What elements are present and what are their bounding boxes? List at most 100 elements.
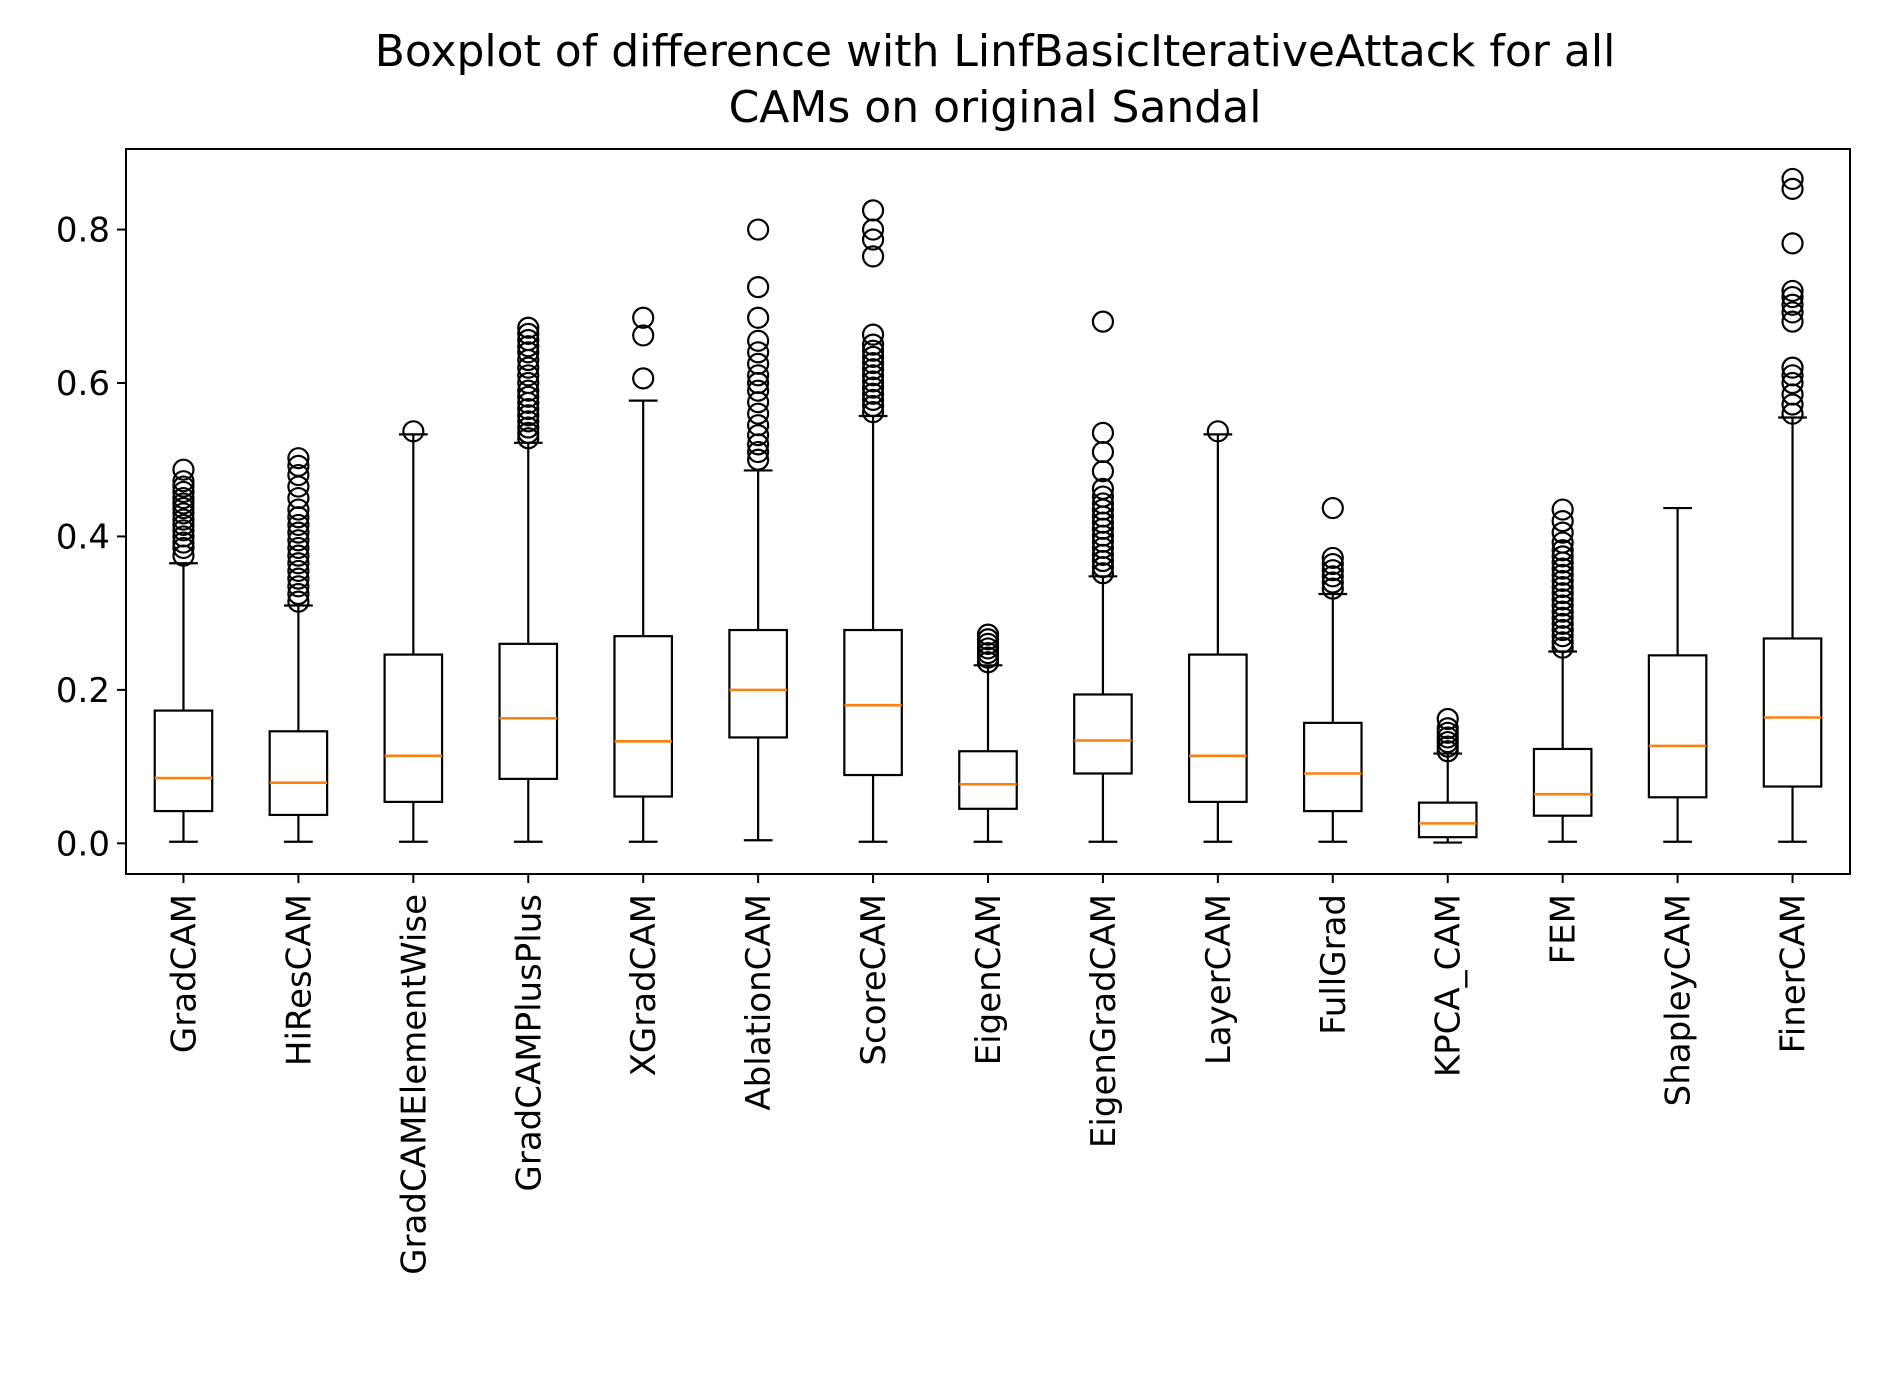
outlier-point — [1551, 531, 1574, 554]
y-axis: 0.0 0.2 0.4 0.6 0.8 — [56, 211, 126, 864]
x-axis: GradCAM HiResCAM GradCAMElementWise GradCAM… — [164, 874, 1814, 1275]
outlier-point — [1551, 569, 1574, 593]
outlier-point — [1551, 612, 1574, 635]
iqr-box — [613, 635, 674, 798]
outlier-point — [517, 356, 540, 379]
box-group-FullGrad — [1302, 496, 1363, 843]
outlier-point — [1781, 167, 1804, 191]
outlier-point — [517, 416, 540, 439]
x-tick-label: EigenGradCAM — [1084, 894, 1124, 1148]
y-tick-label: 0.2 — [56, 671, 110, 711]
outlier-point — [1551, 545, 1574, 568]
box-group-ShapleyCAM — [1647, 506, 1708, 843]
outlier-point — [1551, 588, 1574, 611]
outlier-point — [287, 513, 310, 537]
outlier-point — [747, 448, 770, 471]
outlier-point — [861, 323, 885, 346]
outlier-point — [1206, 420, 1229, 443]
outlier-point — [1091, 477, 1115, 500]
outlier-point — [287, 590, 310, 613]
outlier-point — [287, 475, 310, 498]
outlier-point — [287, 567, 310, 590]
outlier-point — [747, 402, 770, 425]
outlier-point — [1436, 717, 1459, 740]
box-group-EigenGradCAM — [1073, 310, 1133, 843]
outlier-point — [1551, 594, 1574, 617]
outlier-point — [402, 420, 425, 443]
outlier-point — [287, 544, 310, 567]
outlier-point — [1091, 421, 1115, 444]
x-tick-label: ShapleyCAM — [1659, 894, 1699, 1106]
outlier-point — [861, 228, 885, 251]
outlier-point — [747, 341, 770, 364]
box-group-FinerCAM — [1762, 167, 1823, 843]
outlier-point — [287, 536, 310, 560]
outlier-point — [287, 529, 310, 552]
outlier-point — [287, 463, 310, 487]
outlier-point — [1091, 310, 1115, 333]
outlier-point — [976, 623, 1000, 646]
outlier-point — [747, 364, 770, 387]
outlier-point — [1781, 364, 1804, 387]
outlier-point — [517, 341, 540, 364]
outlier-point — [861, 351, 885, 375]
outlier-point — [861, 382, 885, 405]
iqr-box — [728, 628, 788, 739]
outlier-point — [172, 508, 195, 531]
x-tick-label: FinerCAM — [1774, 894, 1814, 1053]
x-tick-label: FullGrad — [1314, 894, 1354, 1035]
outlier-point — [632, 306, 655, 329]
outlier-point — [861, 394, 885, 418]
outlier-point — [1551, 575, 1574, 599]
outlier-point — [747, 218, 770, 241]
outlier-point — [861, 333, 885, 356]
outlier-point — [1321, 496, 1344, 520]
outlier-point — [172, 513, 195, 537]
y-tick-label: 0.6 — [56, 364, 110, 404]
outlier-point — [517, 421, 540, 444]
outlier-point — [1321, 565, 1344, 588]
iqr-box — [1417, 801, 1478, 839]
outlier-point — [287, 521, 310, 544]
box-group-GradCAM — [153, 458, 214, 843]
outlier-point — [1321, 577, 1344, 600]
box-group-AblationCAM — [728, 218, 788, 842]
outlier-point — [1551, 631, 1574, 654]
outlier-point — [517, 404, 540, 427]
outlier-point — [517, 410, 540, 433]
outlier-point — [1551, 625, 1574, 648]
outlier-point — [861, 388, 885, 411]
box-group-EigenCAM — [958, 623, 1018, 843]
outlier-point — [747, 440, 770, 464]
iqr-box — [1188, 653, 1248, 803]
x-tick-label: GradCAMElementWise — [394, 894, 434, 1275]
iqr-box — [268, 730, 329, 817]
outlier-point — [517, 397, 540, 421]
outlier-point — [861, 199, 885, 222]
outlier-point — [861, 370, 885, 393]
outlier-point — [287, 582, 310, 606]
outlier-point — [517, 322, 540, 345]
outlier-point — [517, 316, 540, 339]
iqr-box — [1073, 693, 1133, 775]
outlier-point — [517, 371, 540, 395]
outlier-point — [1781, 293, 1804, 316]
outlier-point — [1781, 285, 1804, 309]
outlier-point — [172, 502, 195, 525]
outlier-point — [287, 486, 310, 510]
outlier-point — [1436, 707, 1459, 731]
outlier-point — [287, 498, 310, 521]
outlier-point — [172, 536, 195, 560]
outlier-point — [1551, 618, 1574, 642]
chart-title-line-1: Boxplot of difference with LinfBasicIter… — [375, 26, 1616, 77]
outlier-point — [172, 475, 195, 498]
x-tick-label: GradCAM — [164, 894, 204, 1053]
outlier-point — [1781, 177, 1804, 200]
chart-title-line-2: CAMs on original Sandal — [729, 82, 1262, 133]
outlier-point — [287, 552, 310, 575]
outlier-point — [861, 401, 885, 424]
iqr-box — [498, 642, 559, 780]
box-group-LayerCAM — [1188, 420, 1248, 843]
outlier-point — [861, 339, 885, 362]
